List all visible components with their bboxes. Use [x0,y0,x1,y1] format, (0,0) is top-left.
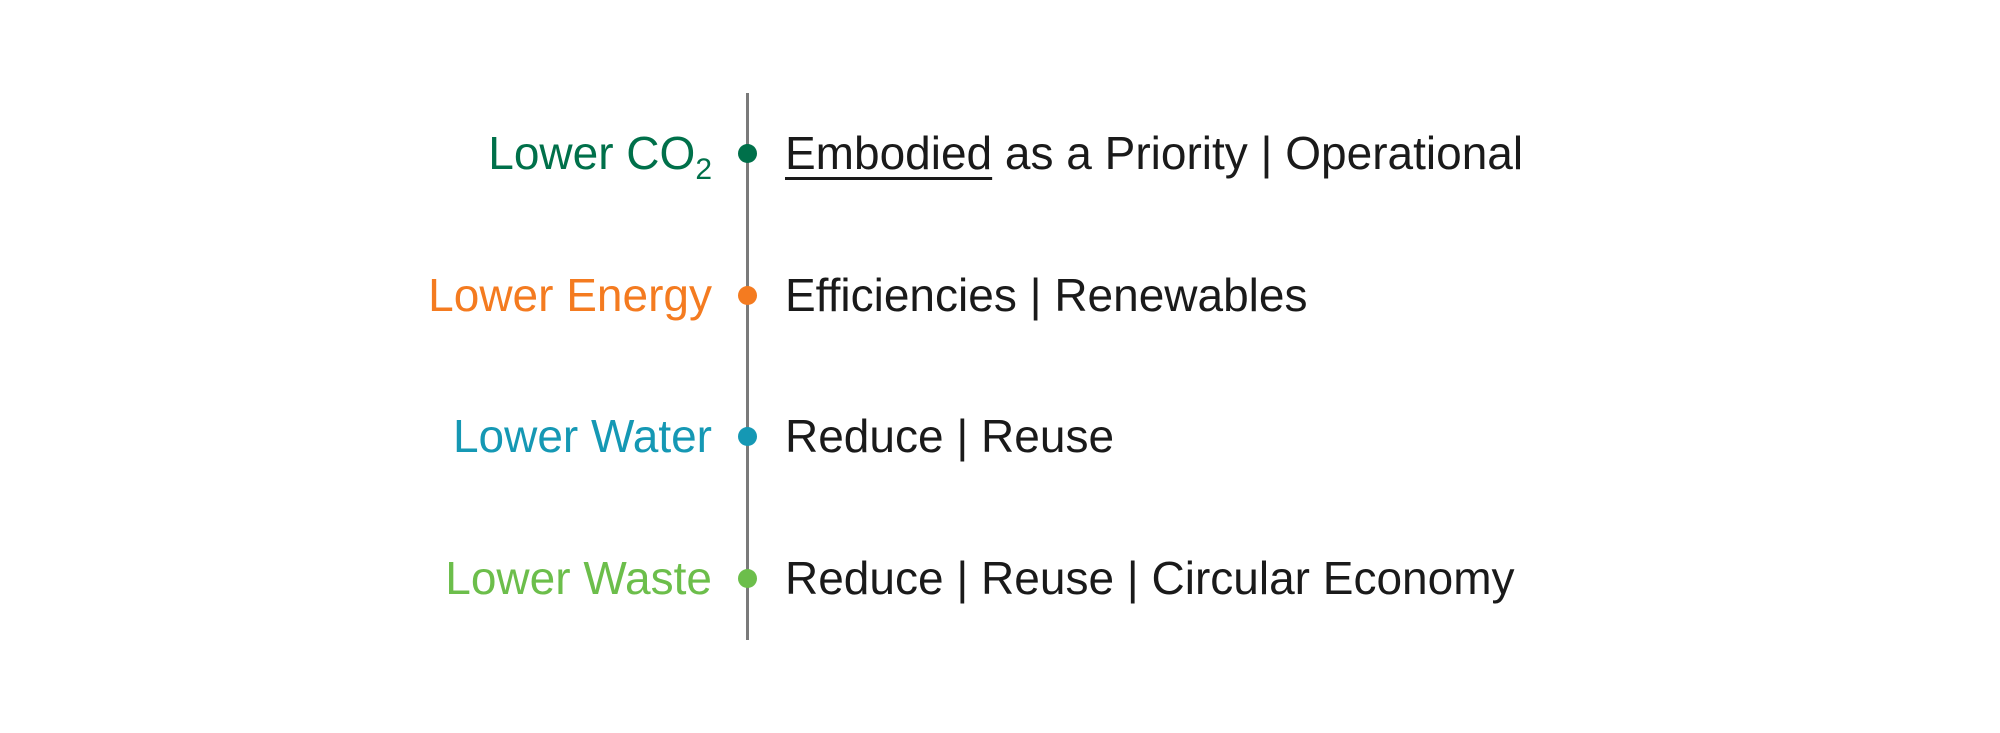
row-description: Reduce | Reuse | Circular Economy [785,552,1515,604]
row-label: Lower CO2 [488,127,712,186]
row-water: Lower Water Reduce | Reuse [0,406,2000,466]
row-label: Lower Waste [445,552,712,604]
row-energy: Lower Energy Efficiencies | Renewables [0,265,2000,325]
row-description: Embodied as a Priority | Operational [785,127,1524,179]
timeline-axis [746,93,749,640]
row-co2: Lower CO2 Embodied as a Priority | Opera… [0,123,2000,186]
dot-marker [738,286,757,305]
dot-marker [738,427,757,446]
row-waste: Lower Waste Reduce | Reuse | Circular Ec… [0,548,2000,608]
dot-marker [738,144,757,163]
dot-marker [738,569,757,588]
row-label: Lower Energy [428,269,712,321]
row-description: Reduce | Reuse [785,410,1115,462]
row-label: Lower Water [452,410,712,462]
row-description: Efficiencies | Renewables [785,269,1308,321]
